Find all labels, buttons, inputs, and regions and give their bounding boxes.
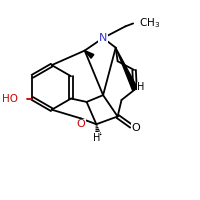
Text: CH$_3$: CH$_3$ <box>139 17 160 30</box>
Polygon shape <box>116 48 138 90</box>
Text: N: N <box>99 33 107 43</box>
Text: HO: HO <box>2 94 18 104</box>
Text: H: H <box>137 82 145 92</box>
Text: O: O <box>132 123 140 133</box>
Text: O: O <box>76 119 85 129</box>
Polygon shape <box>85 51 94 58</box>
Text: H: H <box>93 133 100 143</box>
